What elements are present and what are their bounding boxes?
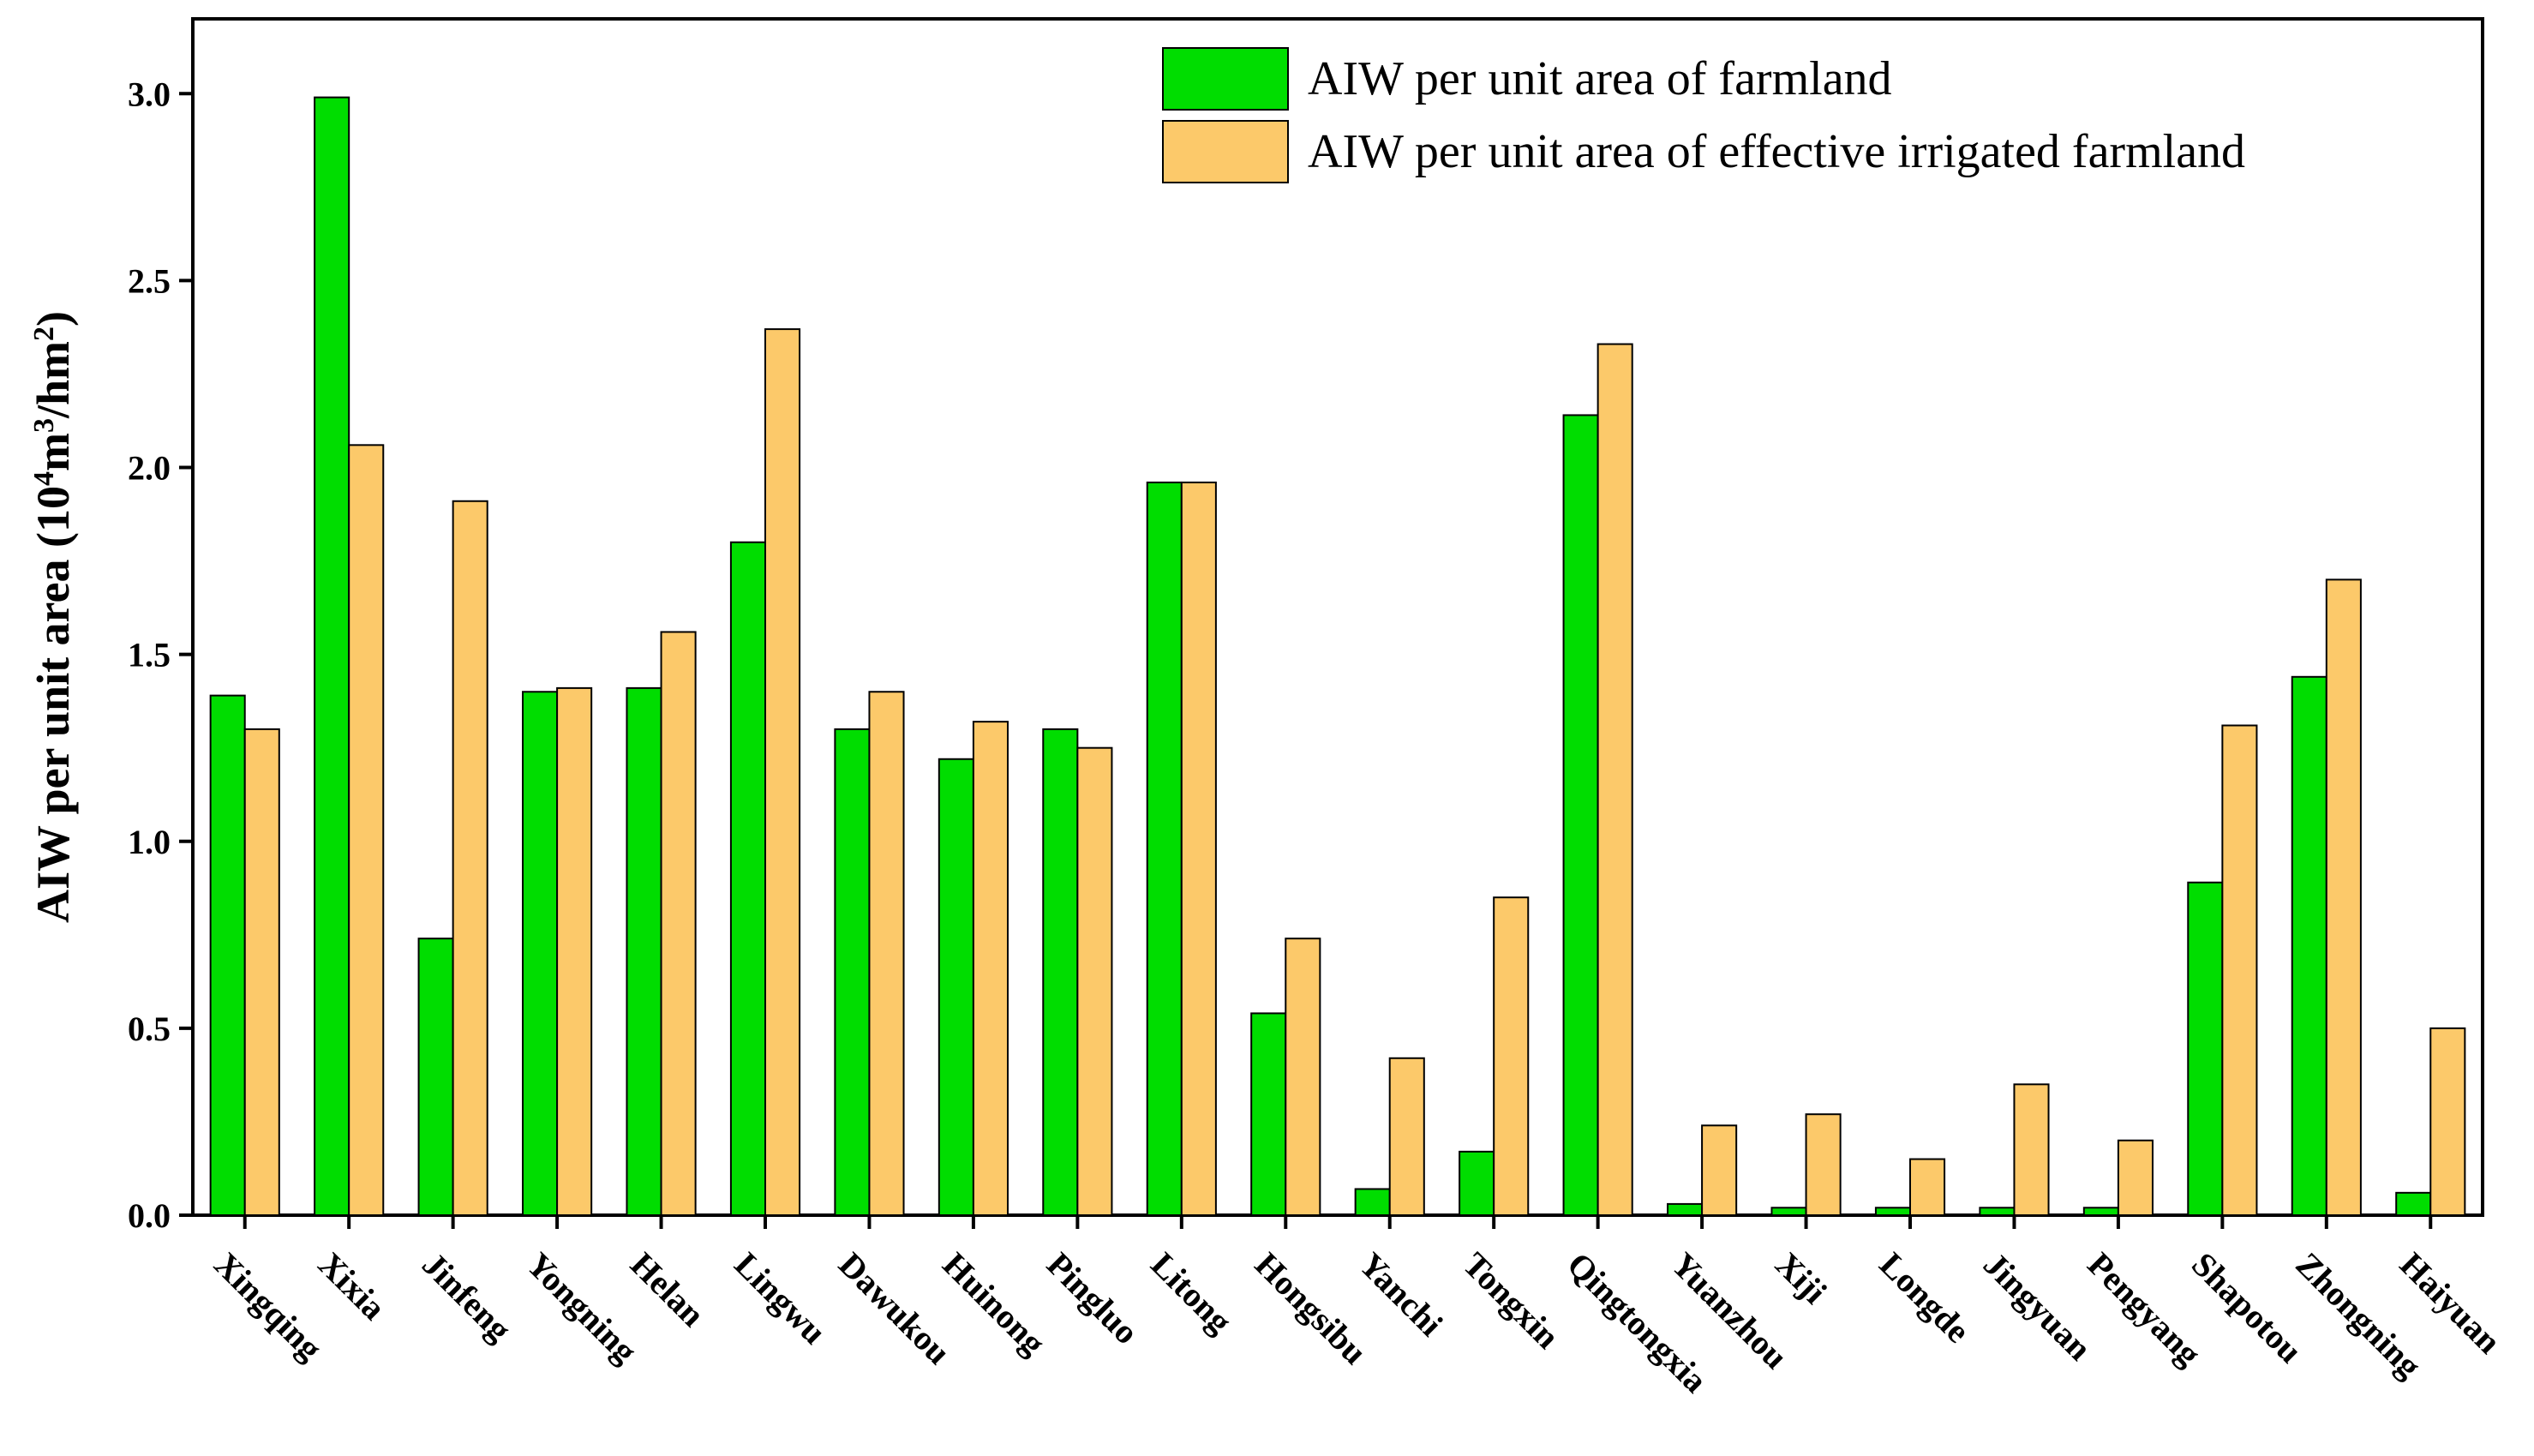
x-category-label: Xingqing — [207, 1245, 329, 1368]
bars — [209, 96, 2466, 1217]
x-category-label: Yongning — [519, 1245, 645, 1371]
bar-effective-irrigated-dawukou — [868, 691, 905, 1216]
bar-farmland-jingyuan — [1979, 1207, 2016, 1217]
plot-frame — [191, 17, 2484, 1217]
bar-farmland-helan — [626, 686, 662, 1216]
bar-effective-irrigated-zhongning — [2325, 578, 2362, 1216]
bar-effective-irrigated-xiji — [1805, 1113, 1842, 1217]
bar-effective-irrigated-yongning — [556, 686, 593, 1216]
legend-label-effective-irrigated: AIW per unit area of effective irrigated… — [1308, 125, 2245, 178]
x-category-label: Longde — [1872, 1245, 1978, 1351]
bar-farmland-huinong — [938, 758, 974, 1216]
bar-farmland-yanchi — [1354, 1188, 1391, 1217]
legend-swatch-effective-irrigated — [1162, 120, 1289, 183]
bar-effective-irrigated-helan — [660, 631, 697, 1216]
bar-farmland-lingwu — [729, 541, 766, 1216]
bar-effective-irrigated-shapotou — [2221, 724, 2258, 1216]
x-category-label: Lingwu — [728, 1245, 835, 1352]
x-category-label: Xiji — [1768, 1245, 1834, 1311]
bar-effective-irrigated-lingwu — [764, 328, 801, 1216]
y-axis-title: AIW per unit area (104m3/hm2) — [27, 311, 79, 923]
y-tick-label: 0.5 — [128, 1010, 171, 1048]
bar-effective-irrigated-litong — [1180, 481, 1217, 1216]
y-tick-label: 3.0 — [128, 75, 171, 113]
bar-effective-irrigated-xingqing — [243, 728, 280, 1216]
bar-farmland-yongning — [522, 691, 559, 1216]
legend-swatch-farmland — [1162, 47, 1289, 111]
bar-effective-irrigated-pengyang — [2117, 1139, 2154, 1216]
x-category-label: Hongsibu — [1248, 1245, 1375, 1372]
bar-farmland-xiji — [1770, 1207, 1807, 1217]
x-category-label: Jinfeng — [415, 1245, 518, 1349]
x-category-label: Helan — [623, 1245, 712, 1334]
y-axis: 0.0 0.5 1.0 1.5 2.0 2.5 3.0 — [128, 75, 193, 1235]
x-category-label: Litong — [1143, 1245, 1239, 1341]
bar-farmland-xingqing — [209, 694, 246, 1216]
x-category-label: Xixia — [311, 1245, 393, 1327]
bar-farmland-jinfeng — [417, 938, 454, 1217]
y-tick-label: 1.5 — [128, 636, 171, 674]
y-tick-label: 1.0 — [128, 823, 171, 861]
y-tick-label: 0.0 — [128, 1196, 171, 1235]
bar-farmland-pingluo — [1042, 728, 1079, 1216]
x-category-label: Jingyuan — [1976, 1245, 2099, 1368]
bar-effective-irrigated-pingluo — [1076, 746, 1113, 1216]
bar-farmland-haiyuan — [2395, 1191, 2432, 1216]
bar-farmland-yuanzhou — [1667, 1202, 1704, 1216]
bar-farmland-dawukou — [834, 728, 871, 1216]
bar-effective-irrigated-hongsibu — [1285, 938, 1321, 1217]
bar-effective-irrigated-qingtongxia — [1596, 343, 1633, 1217]
legend: AIW per unit area of farmland AIW per un… — [1162, 47, 2245, 183]
y-tick-label: 2.5 — [128, 261, 171, 300]
bar-farmland-pengyang — [2082, 1207, 2119, 1217]
bar-farmland-qingtongxia — [1562, 414, 1599, 1216]
bar-effective-irrigated-jingyuan — [2013, 1083, 2050, 1216]
bar-effective-irrigated-tongxin — [1493, 896, 1530, 1216]
bar-effective-irrigated-xixia — [348, 444, 385, 1216]
x-category-label: Pengyang — [2081, 1245, 2209, 1374]
legend-label-farmland: AIW per unit area of farmland — [1308, 52, 1892, 105]
x-category-label: Pingluo — [1039, 1245, 1147, 1352]
bar-farmland-shapotou — [2187, 881, 2224, 1217]
bar-farmland-xixia — [314, 96, 350, 1216]
x-category-label: Tongxin — [1456, 1245, 1567, 1357]
x-category-label: Shapotou — [2184, 1245, 2310, 1371]
bar-effective-irrigated-yuanzhou — [1701, 1124, 1738, 1217]
bar-farmland-tongxin — [1459, 1150, 1495, 1217]
bar-effective-irrigated-yanchi — [1388, 1057, 1425, 1217]
x-category-label: Yanchi — [1351, 1245, 1450, 1344]
bar-effective-irrigated-longde — [1909, 1158, 1946, 1216]
bar-farmland-hongsibu — [1250, 1012, 1287, 1217]
bar-effective-irrigated-jinfeng — [452, 500, 488, 1216]
y-tick-label: 2.0 — [128, 449, 171, 488]
x-category-label: Dawukou — [831, 1245, 958, 1372]
bar-farmland-zhongning — [2291, 675, 2327, 1216]
bar-effective-irrigated-haiyuan — [2429, 1027, 2466, 1216]
bar-farmland-longde — [1874, 1207, 1911, 1217]
bar-farmland-litong — [1146, 481, 1183, 1216]
bar-effective-irrigated-huinong — [972, 721, 1009, 1216]
